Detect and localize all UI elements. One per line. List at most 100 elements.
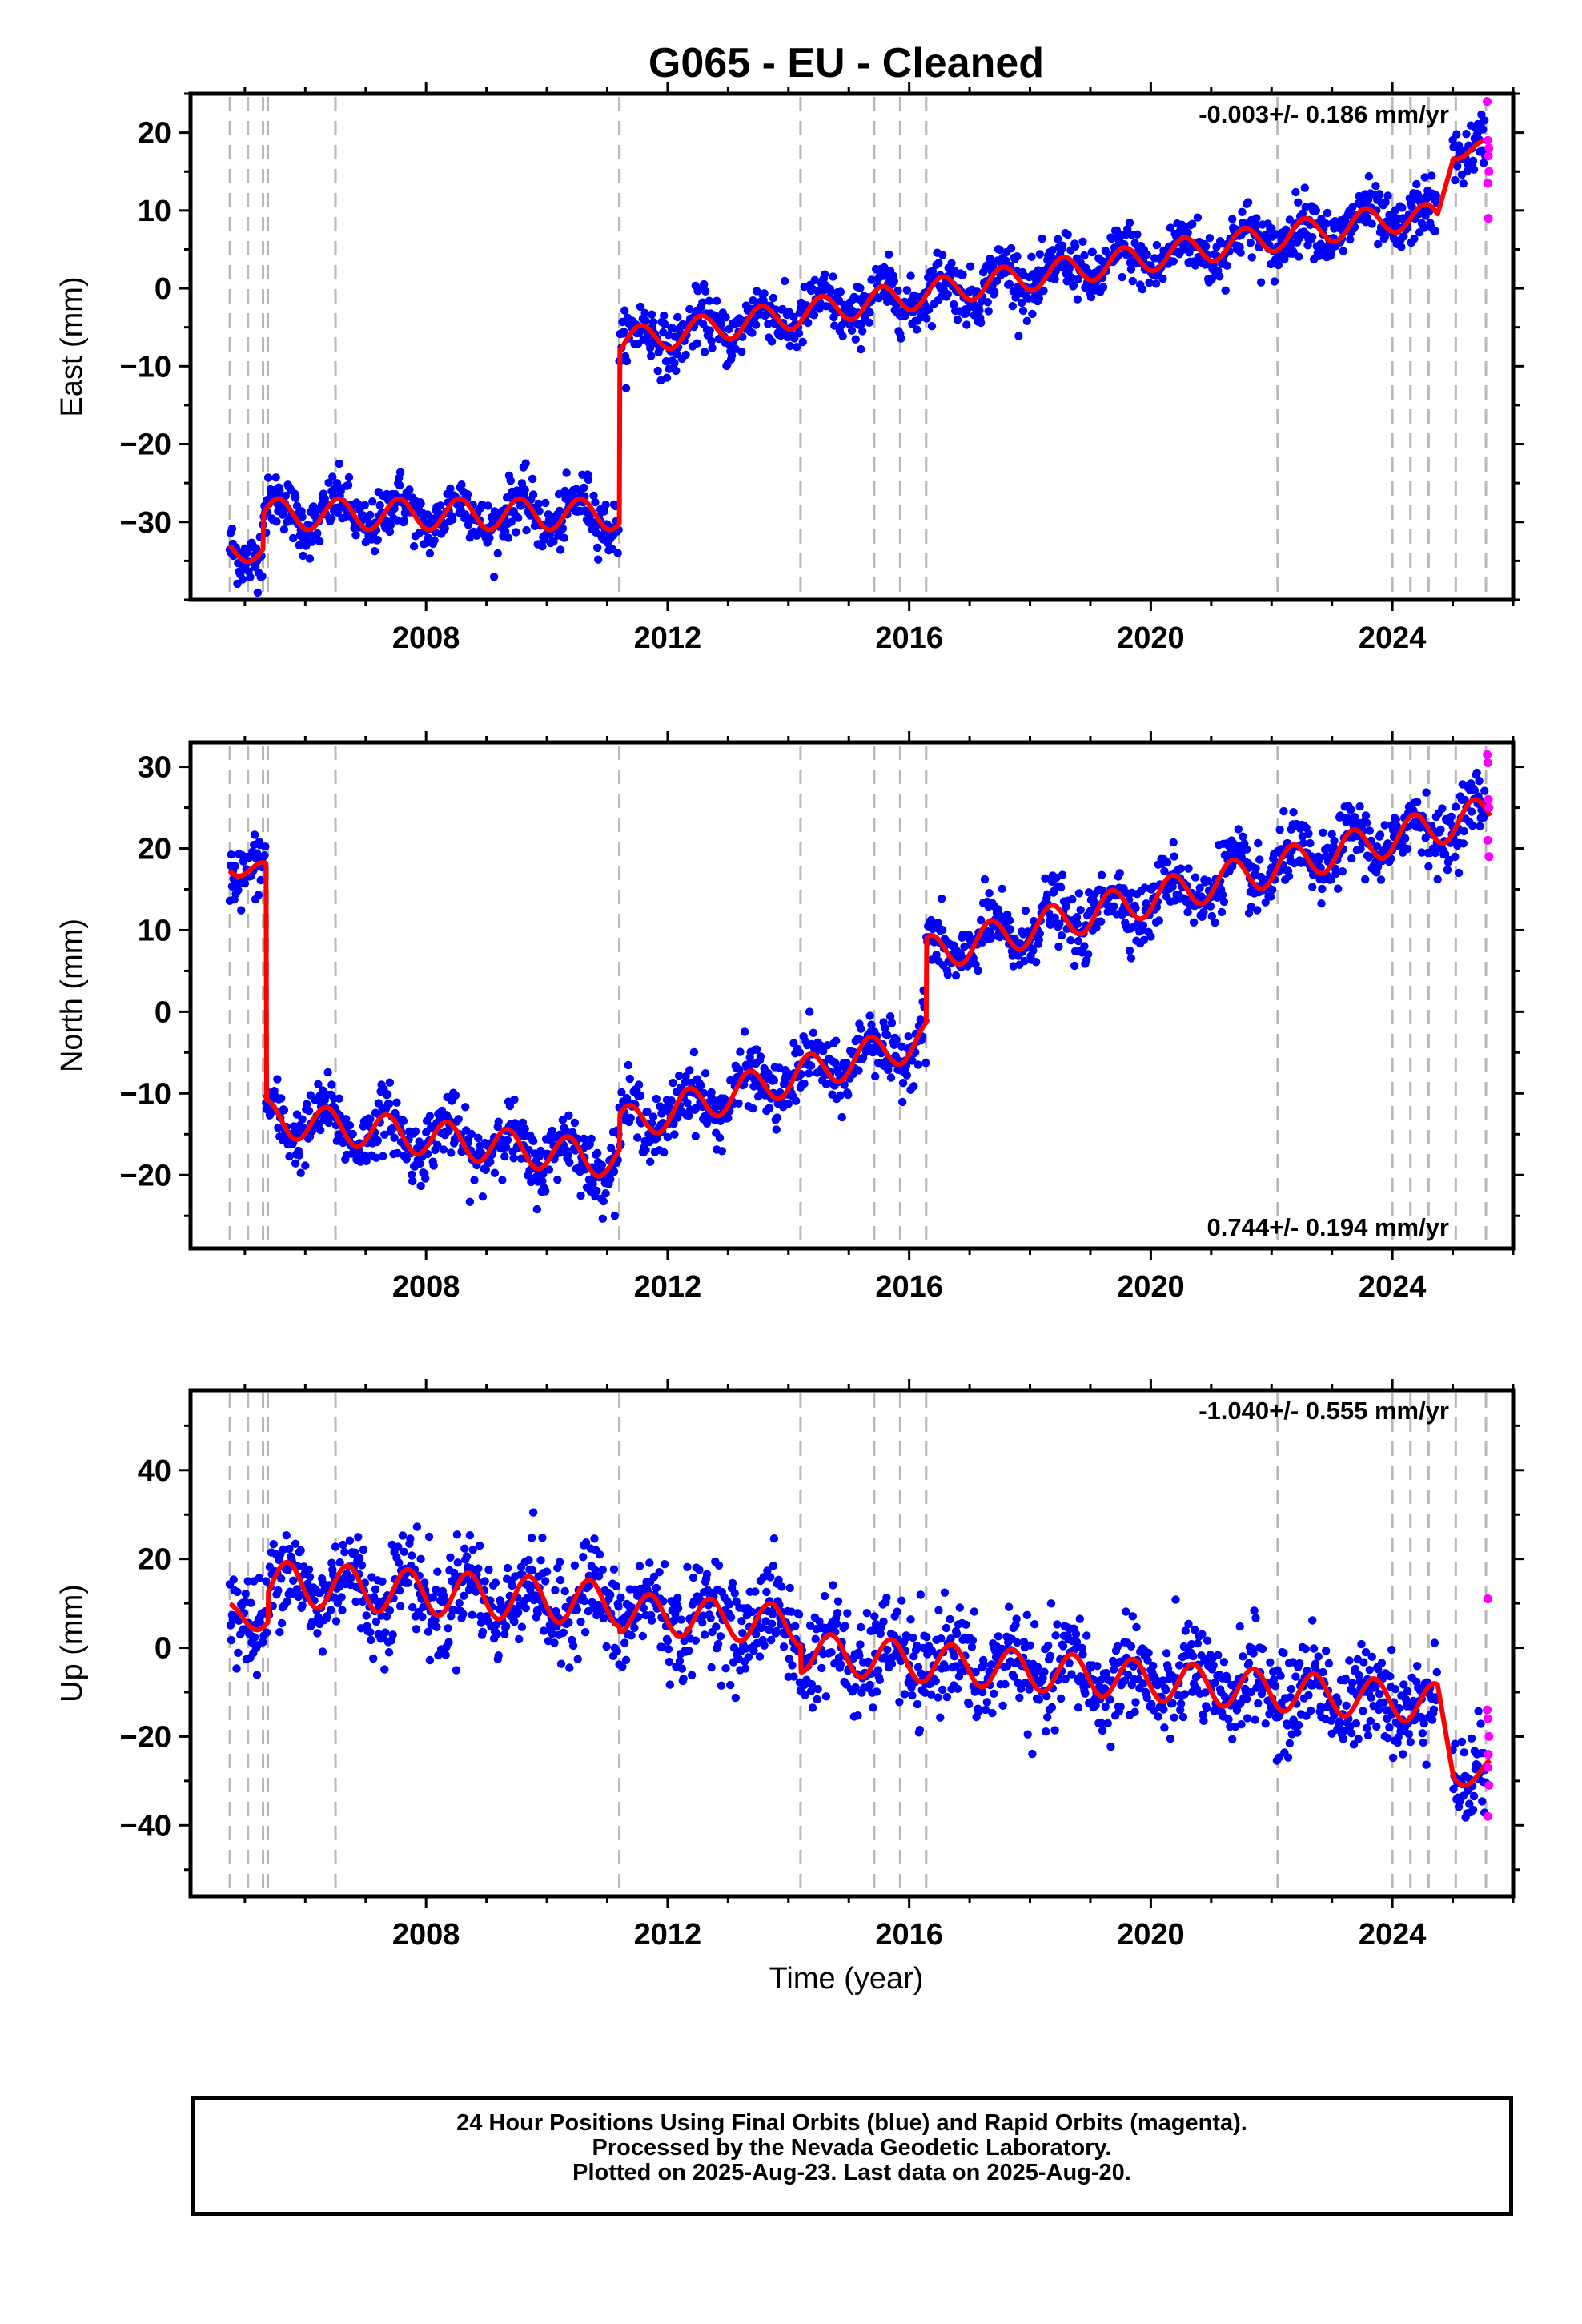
final-orbit-point bbox=[1301, 1644, 1310, 1654]
final-orbit-point bbox=[836, 1659, 845, 1669]
final-orbit-point bbox=[589, 491, 598, 501]
final-orbit-point bbox=[1070, 242, 1080, 251]
final-orbit-point bbox=[412, 1522, 422, 1531]
final-orbit-point bbox=[749, 296, 757, 305]
final-orbit-point bbox=[1267, 224, 1276, 233]
final-orbit-point bbox=[1160, 866, 1169, 876]
final-orbit-point bbox=[1125, 219, 1134, 227]
final-orbit-point bbox=[885, 1012, 895, 1021]
final-orbit-point bbox=[232, 1664, 241, 1673]
final-orbit-point bbox=[1202, 242, 1211, 251]
final-orbit-point bbox=[1206, 902, 1215, 911]
final-orbit-point bbox=[862, 1609, 872, 1618]
final-orbit-point bbox=[665, 1657, 673, 1667]
final-orbit-point bbox=[661, 1560, 669, 1569]
final-orbit-point bbox=[1276, 1671, 1285, 1680]
final-orbit-point bbox=[669, 1078, 677, 1088]
final-orbit-point bbox=[1266, 1658, 1275, 1667]
final-orbit-point bbox=[1348, 203, 1357, 212]
final-orbit-point bbox=[252, 1671, 262, 1679]
final-orbit-point bbox=[470, 1176, 479, 1184]
final-orbit-point bbox=[717, 1147, 726, 1156]
final-orbit-point bbox=[1284, 871, 1294, 881]
final-orbit-point bbox=[313, 529, 322, 538]
final-orbit-point bbox=[1316, 239, 1325, 248]
final-orbit-point bbox=[565, 1663, 574, 1672]
final-orbit-point bbox=[606, 1590, 615, 1599]
final-orbit-point bbox=[491, 1578, 500, 1587]
final-orbit-point bbox=[568, 1641, 578, 1651]
final-orbit-point bbox=[652, 1583, 661, 1593]
final-orbit-point bbox=[1067, 273, 1076, 283]
final-orbit-point bbox=[1376, 875, 1386, 884]
final-orbit-point bbox=[1035, 929, 1045, 938]
final-orbit-point bbox=[289, 533, 298, 543]
final-orbit-point bbox=[484, 501, 492, 510]
final-orbit-point bbox=[1015, 1693, 1024, 1703]
final-orbit-point bbox=[673, 1594, 682, 1602]
final-orbit-point bbox=[614, 1602, 623, 1611]
final-orbit-point bbox=[1459, 839, 1468, 848]
final-orbit-point bbox=[1251, 1614, 1260, 1622]
final-orbit-point bbox=[1237, 1720, 1246, 1729]
final-orbit-point bbox=[384, 1100, 394, 1108]
final-orbit-point bbox=[1361, 875, 1370, 884]
final-orbit-point bbox=[430, 536, 439, 545]
final-orbit-point bbox=[1115, 869, 1124, 878]
final-orbit-point bbox=[522, 525, 531, 535]
final-orbit-point bbox=[598, 1566, 607, 1574]
final-orbit-point bbox=[975, 306, 984, 315]
final-orbit-point bbox=[724, 1113, 733, 1123]
final-orbit-point bbox=[463, 490, 472, 499]
final-orbit-point bbox=[769, 1076, 779, 1085]
final-orbit-point bbox=[1138, 285, 1147, 294]
final-orbit-point bbox=[1193, 213, 1203, 222]
final-orbit-point bbox=[428, 1593, 437, 1602]
final-orbit-point bbox=[550, 1638, 559, 1647]
final-orbit-point bbox=[609, 1565, 619, 1574]
final-orbit-point bbox=[1452, 130, 1461, 139]
final-orbit-point bbox=[821, 1692, 831, 1701]
final-orbit-point bbox=[772, 1125, 781, 1134]
final-orbit-point bbox=[250, 1633, 259, 1642]
final-orbit-point bbox=[1453, 162, 1462, 171]
final-orbit-point bbox=[1170, 852, 1178, 861]
final-orbit-point bbox=[1475, 776, 1484, 786]
final-orbit-point bbox=[968, 1636, 978, 1645]
final-orbit-point bbox=[737, 348, 746, 356]
final-orbit-point bbox=[1375, 190, 1384, 199]
final-orbit-point bbox=[1035, 250, 1045, 259]
rapid-orbit-point bbox=[1483, 835, 1492, 845]
final-orbit-point bbox=[1191, 873, 1200, 882]
final-orbit-point bbox=[1008, 302, 1018, 311]
final-orbit-point bbox=[436, 501, 445, 510]
final-orbit-point bbox=[841, 1622, 849, 1630]
final-orbit-point bbox=[416, 499, 425, 508]
final-orbit-point bbox=[517, 1622, 527, 1631]
final-orbit-point bbox=[1460, 826, 1468, 836]
final-orbit-point bbox=[638, 1631, 647, 1641]
final-orbit-point bbox=[457, 480, 466, 489]
final-orbit-point bbox=[664, 331, 673, 340]
final-orbit-point bbox=[1242, 845, 1251, 854]
final-orbit-point bbox=[595, 1550, 604, 1559]
y-tick-label: 30 bbox=[138, 751, 171, 785]
final-orbit-point bbox=[1463, 167, 1472, 176]
final-orbit-point bbox=[1058, 870, 1067, 879]
final-orbit-point bbox=[307, 537, 316, 546]
final-orbit-point bbox=[1468, 821, 1477, 830]
final-orbit-point bbox=[606, 1175, 615, 1184]
final-orbit-point bbox=[298, 1601, 307, 1610]
rapid-orbit-point bbox=[1483, 758, 1492, 767]
rapid-orbit-point bbox=[1483, 750, 1492, 759]
final-orbit-point bbox=[1403, 844, 1412, 854]
final-orbit-point bbox=[393, 1148, 402, 1158]
final-orbit-point bbox=[480, 1577, 489, 1586]
final-orbit-point bbox=[847, 326, 857, 335]
final-orbit-point bbox=[753, 1045, 761, 1054]
final-orbit-point bbox=[400, 516, 408, 525]
final-orbit-point bbox=[701, 1069, 710, 1078]
final-orbit-point bbox=[544, 1165, 554, 1174]
